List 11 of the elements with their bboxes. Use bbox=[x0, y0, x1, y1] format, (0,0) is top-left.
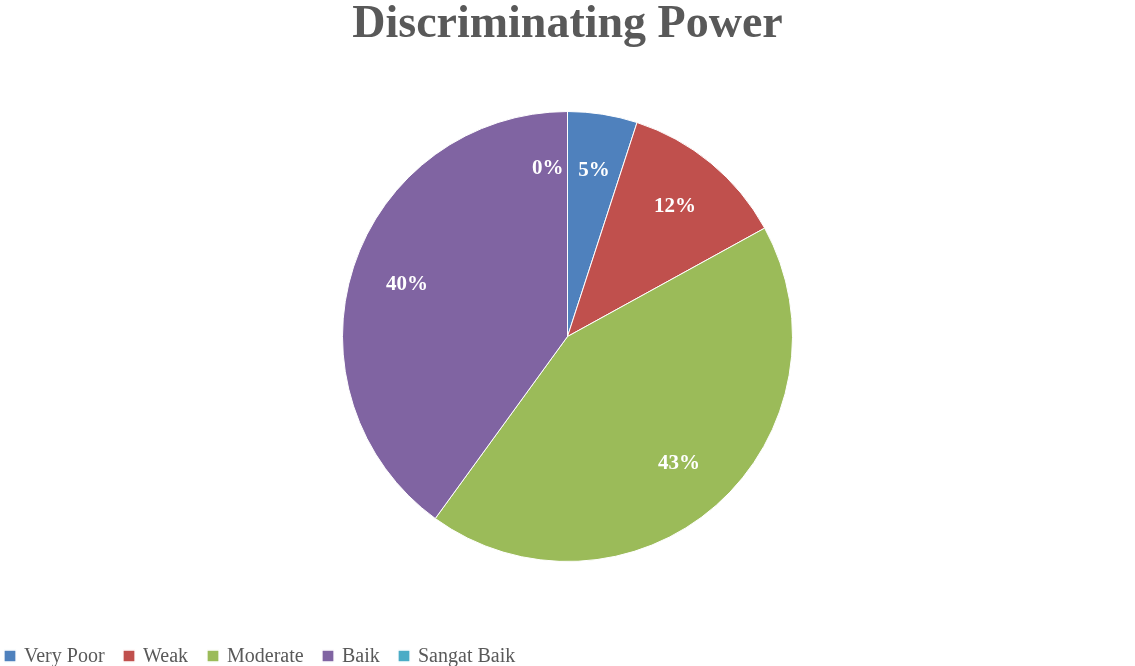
data-label: 40% bbox=[386, 271, 429, 296]
data-label: 43% bbox=[658, 450, 701, 475]
legend-label: Moderate bbox=[227, 644, 304, 666]
data-label: 12% bbox=[654, 193, 697, 218]
legend-label: Weak bbox=[143, 644, 189, 666]
legend-label: Sangat Baik bbox=[418, 644, 516, 666]
text: 0% bbox=[532, 154, 564, 179]
legend-label: Very Poor bbox=[24, 644, 105, 666]
chart-title: Discriminating Power bbox=[352, 0, 783, 47]
data-label: 5% bbox=[578, 156, 610, 181]
legend-label: Baik bbox=[342, 644, 380, 666]
